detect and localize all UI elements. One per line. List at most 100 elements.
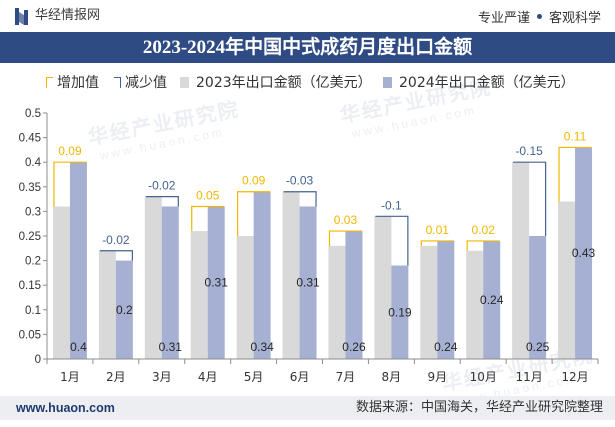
- x-tick-label: 2月: [106, 370, 126, 384]
- y-tick-label: 0.2: [25, 256, 41, 268]
- legend-label-increase: 增加值: [57, 75, 99, 91]
- brand-name: 华经情报网: [35, 8, 101, 23]
- bar-series1-month-6: [282, 191, 300, 359]
- bar-series1-month-11: [512, 162, 530, 359]
- bar-series1-month-3: [144, 196, 162, 359]
- bar-series2-month-9: [437, 240, 455, 359]
- bar-series2-month-7: [345, 231, 363, 359]
- difference-label-month-1: 0.09: [58, 144, 82, 158]
- decrease-bracket-month-3: [145, 196, 179, 207]
- bars: [52, 147, 593, 359]
- difference-label-month-6: -0.03: [286, 174, 314, 188]
- increase-bracket-month-9: [420, 240, 454, 246]
- legend-label-decrease: 减少值: [125, 75, 167, 91]
- x-tick-label: 7月: [336, 370, 356, 384]
- x-tick-label: 8月: [382, 370, 402, 384]
- y-tick-label: 0.15: [19, 280, 41, 292]
- x-tick-label: 12月: [561, 370, 588, 384]
- y-tick-label: 0.35: [19, 182, 41, 194]
- data-source: 数据来源：中国海关，华经产业研究院整理: [355, 400, 603, 415]
- increase-bracket-month-1: [53, 161, 87, 207]
- x-tick-label: 10月: [470, 370, 497, 384]
- value-label-month-8: 0.19: [388, 305, 412, 319]
- value-label-month-5: 0.34: [250, 340, 274, 354]
- value-label-month-11: 0.25: [526, 340, 550, 354]
- difference-label-month-4: 0.05: [196, 188, 220, 202]
- increase-bracket-icon: [46, 76, 53, 88]
- increase-bracket-month-10: [466, 240, 500, 251]
- difference-label-month-12: 0.11: [564, 129, 587, 143]
- x-tick-label: 3月: [152, 370, 172, 384]
- legend-item-series-2024: 2024年出口金额（亿美元）: [383, 73, 575, 91]
- x-tick-label: 4月: [198, 370, 218, 384]
- chart-title: 2023-2024年中国中式成药月度出口金额: [142, 37, 473, 58]
- difference-label-month-9: 0.01: [426, 223, 450, 237]
- increase-bracket-month-4: [191, 205, 225, 232]
- y-tick-label: 0.45: [19, 133, 41, 145]
- x-tick-label: 5月: [244, 370, 264, 384]
- difference-label-month-5: 0.09: [242, 174, 266, 188]
- x-tick-label: 1月: [60, 370, 80, 384]
- bar-series1-month-2: [98, 250, 116, 359]
- series-swatch-icon: [180, 76, 189, 88]
- value-label-month-10: 0.24: [480, 293, 504, 307]
- y-tick-label: 0.05: [19, 329, 41, 341]
- value-label-month-2: 0.2: [116, 303, 133, 317]
- difference-label-month-8: -0.1: [381, 198, 402, 212]
- increase-bracket-month-5: [237, 191, 271, 236]
- y-tick-label: 0.25: [19, 231, 41, 243]
- value-label-month-1: 0.4: [70, 340, 87, 354]
- value-label-month-6: 0.31: [296, 276, 320, 290]
- decrease-bracket-month-6: [283, 191, 317, 207]
- y-tick-label: 0.5: [25, 108, 41, 120]
- bar-series2-month-10: [483, 240, 501, 359]
- bar-series1-month-7: [328, 245, 346, 359]
- bar-series2-month-11: [529, 236, 547, 359]
- title-bar: 2023-2024年中国中式成药月度出口金额: [0, 32, 615, 63]
- legend-item-series-2023: 2023年出口金额（亿美元）: [180, 73, 372, 91]
- value-label-month-9: 0.24: [434, 340, 458, 354]
- bar-series1-month-10: [466, 250, 484, 359]
- difference-label-month-10: 0.02: [472, 223, 496, 237]
- value-label-month-7: 0.26: [342, 340, 366, 354]
- bar-series1-month-1: [52, 206, 70, 359]
- footer-url: www.huaon.com: [16, 401, 115, 415]
- difference-label-month-2: -0.02: [102, 233, 130, 247]
- axes: 0 0.05 0.1 0.15 0.2 0.25 0.3 0.35 0.4 0.45 0.5 1月 2月…: [19, 108, 599, 384]
- difference-brackets: [53, 146, 592, 266]
- y-tick-label: 0.4: [25, 157, 42, 169]
- data-labels: 0.09 -0.02 -0.02 0.05 0.09 -0.03 0.03 -0.1 0.01 0…: [58, 129, 595, 354]
- bar-series1-month-12: [558, 201, 576, 359]
- bar-series1-month-8: [374, 216, 392, 359]
- bar-series2-month-8: [391, 265, 409, 359]
- increase-bracket-month-7: [328, 230, 362, 246]
- bar-series2-month-2: [115, 260, 133, 359]
- bar-series1-month-9: [420, 245, 438, 359]
- value-label-month-3: 0.31: [159, 340, 183, 354]
- increase-bracket-month-12: [558, 146, 592, 202]
- difference-label-month-7: 0.03: [334, 213, 358, 227]
- decrease-bracket-month-2: [99, 250, 133, 261]
- logo-icon: [15, 8, 28, 25]
- decrease-bracket-month-8: [375, 215, 409, 266]
- bar-series2-month-12: [575, 147, 593, 359]
- y-tick-label: 0: [35, 354, 41, 366]
- decrease-bracket-icon: [114, 76, 121, 88]
- tagline: 专业严谨 客观科学: [478, 7, 601, 26]
- footer: www.huaon.com 数据来源：中国海关，华经产业研究院整理: [0, 396, 615, 420]
- bar-series1-month-5: [236, 236, 254, 359]
- legend: 增加值 减少值 2023年出口金额（亿美元） 2024年出口金额（亿美元）: [0, 73, 615, 91]
- difference-label-month-11: -0.15: [515, 144, 543, 158]
- x-tick-label: 9月: [427, 370, 447, 384]
- legend-label-series-2023: 2023年出口金额（亿美元）: [196, 75, 372, 91]
- legend-item-increase: 增加值: [46, 73, 99, 91]
- x-tick-label: 11月: [515, 370, 542, 384]
- bar-series2-month-3: [161, 206, 179, 359]
- x-tick-label: 6月: [290, 370, 310, 384]
- y-tick-label: 0.3: [25, 206, 41, 218]
- series-swatch-icon: [383, 76, 392, 88]
- legend-label-series-2024: 2024年出口金额（亿美元）: [399, 75, 575, 91]
- bar-series2-month-4: [207, 206, 225, 359]
- value-label-month-12: 0.43: [572, 246, 596, 260]
